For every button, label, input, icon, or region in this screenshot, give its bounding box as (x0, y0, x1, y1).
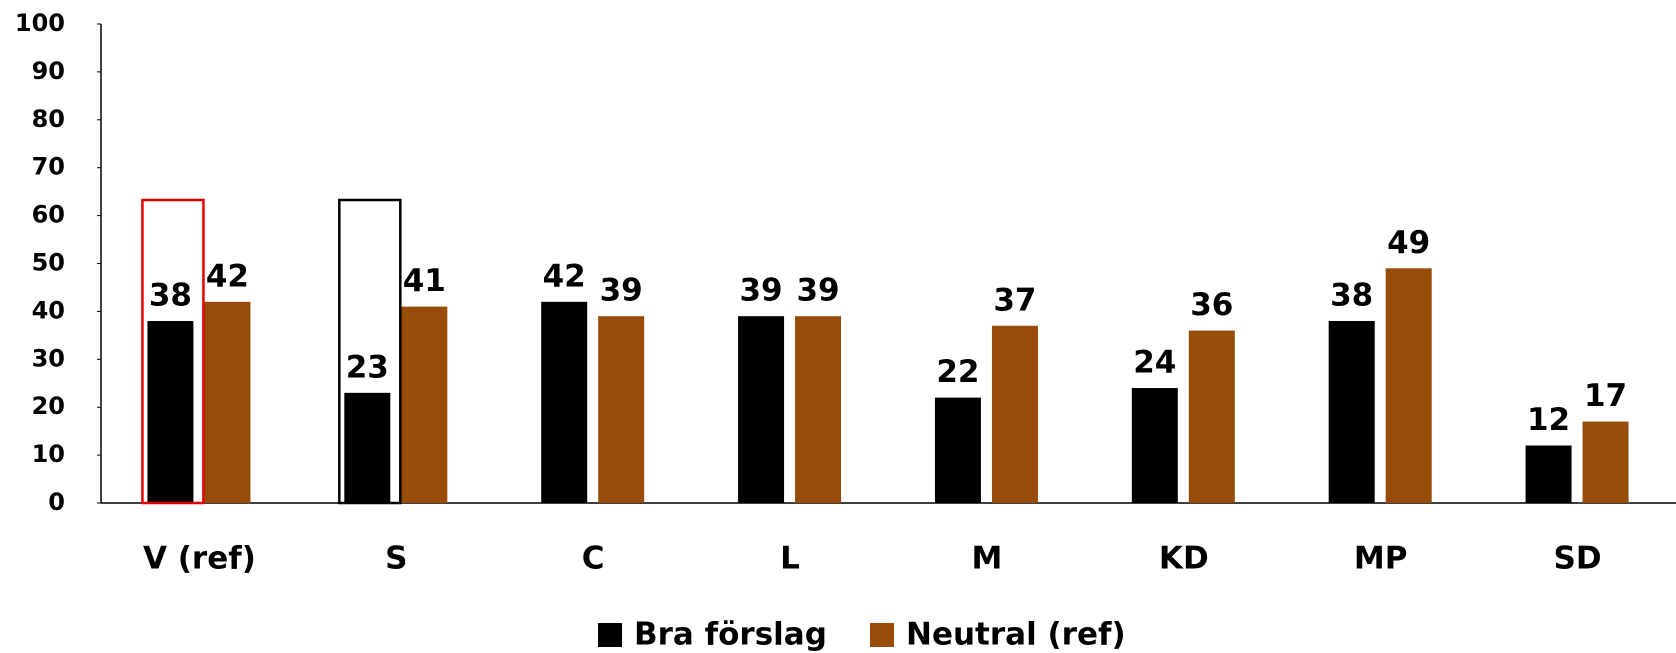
x-tick-label: L (780, 541, 800, 577)
data-label: 12 (1527, 402, 1570, 438)
data-label: 23 (346, 349, 389, 385)
x-tick-label: MP (1354, 541, 1408, 577)
bar (795, 316, 842, 503)
data-label: 41 (403, 263, 446, 299)
bar (598, 316, 645, 503)
data-label: 42 (543, 258, 586, 294)
y-tick-label: 10 (32, 440, 65, 468)
x-tick-label: M (972, 541, 1003, 577)
y-tick-label: 30 (32, 344, 65, 372)
bar (1582, 421, 1629, 503)
y-tick-label: 60 (32, 201, 65, 229)
x-tick-label: C (582, 541, 605, 577)
y-tick-label: 0 (48, 488, 65, 516)
bar (344, 392, 391, 503)
bar (991, 325, 1038, 503)
x-tick-label: S (385, 541, 407, 577)
data-label: 36 (1190, 287, 1233, 323)
bar (147, 320, 194, 503)
data-label: 24 (1133, 345, 1176, 381)
bar (401, 306, 448, 503)
bar (1188, 330, 1235, 503)
data-label: 38 (1330, 277, 1373, 313)
y-tick-label: 20 (32, 392, 65, 420)
bar (738, 316, 785, 503)
legend-label: Bra förslag (634, 617, 827, 653)
y-tick-label: 90 (32, 57, 65, 85)
bar (541, 301, 588, 503)
legend-swatch (598, 623, 622, 647)
bar (934, 397, 981, 503)
bar (1385, 268, 1432, 503)
y-tick-label: 70 (32, 153, 65, 181)
data-label: 22 (936, 354, 979, 390)
data-label: 37 (993, 282, 1036, 318)
data-label: 42 (206, 258, 249, 294)
highlight-box (141, 198, 205, 505)
bar (1131, 388, 1178, 503)
data-label: 39 (796, 273, 839, 309)
highlight-box (338, 198, 402, 505)
y-tick-label: 40 (32, 296, 65, 324)
data-label: 17 (1584, 378, 1627, 414)
data-label: 39 (739, 273, 782, 309)
legend-swatch (870, 623, 894, 647)
y-tick-label: 80 (32, 105, 65, 133)
data-label: 39 (600, 273, 643, 309)
y-tick-label: 50 (32, 249, 65, 277)
bar (1328, 320, 1375, 503)
data-label: 38 (149, 277, 192, 313)
data-label: 49 (1387, 225, 1430, 261)
x-tick-label: V (ref) (143, 541, 256, 577)
x-tick-label: SD (1554, 541, 1602, 577)
legend-label: Neutral (ref) (906, 617, 1126, 653)
bar (1525, 445, 1572, 503)
y-tick-label: 100 (15, 9, 65, 37)
x-tick-label: KD (1159, 541, 1209, 577)
bar (204, 301, 251, 503)
